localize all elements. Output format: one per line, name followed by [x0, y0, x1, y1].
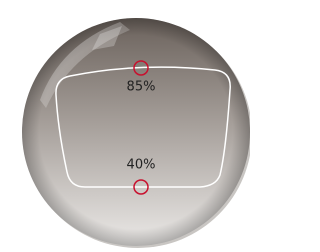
marker-label: 40% — [127, 158, 156, 173]
lens-diagram: 85% 40% — [0, 0, 250, 252]
lens-edge — [22, 18, 250, 246]
marker-label: 85% — [127, 80, 156, 95]
